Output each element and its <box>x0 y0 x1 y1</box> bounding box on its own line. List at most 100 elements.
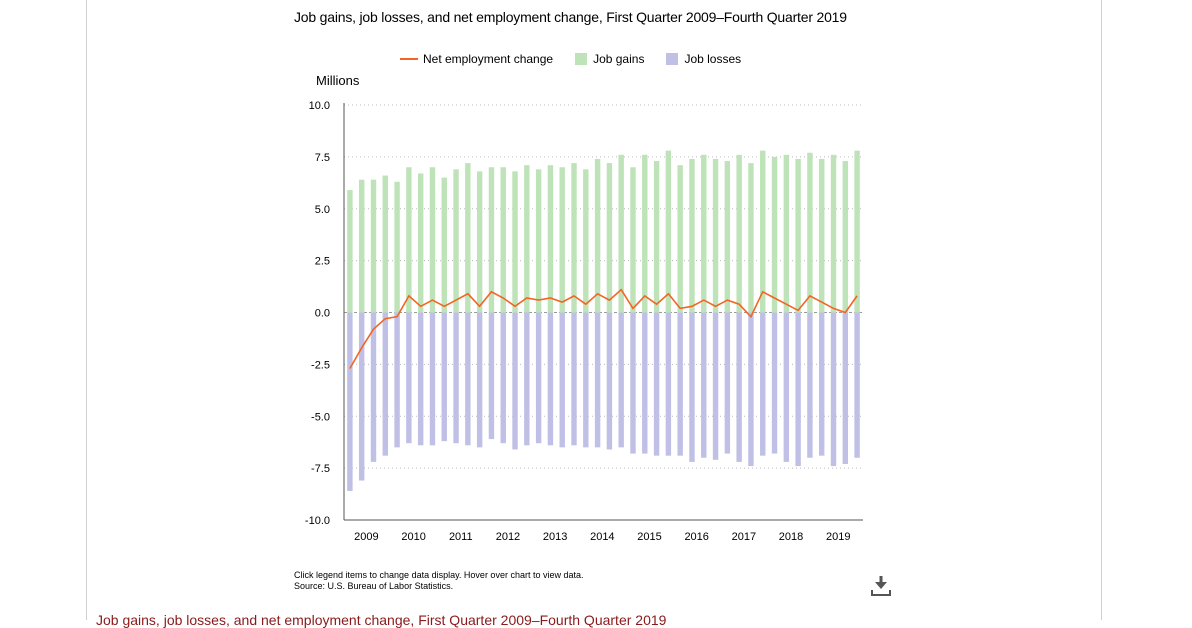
x-tick-label: 2009 <box>354 531 378 543</box>
job-gains-bar <box>370 179 377 313</box>
y-tick-label: -2.5 <box>311 359 330 371</box>
job-gains-bar <box>583 169 589 313</box>
y-tick-label: 10.0 <box>309 100 330 112</box>
job-gains-bar <box>842 161 849 313</box>
right-frame-border <box>1101 0 1102 620</box>
job-gains-bar <box>665 150 672 313</box>
job-losses-bar <box>701 312 707 458</box>
job-losses-bar <box>819 312 825 456</box>
legend-item-job-gains[interactable]: Job gains <box>575 52 644 66</box>
gains-swatch <box>575 53 588 65</box>
job-gains-bar <box>571 163 577 313</box>
job-losses-bar <box>689 312 695 462</box>
job-gains-bar <box>500 167 506 313</box>
job-losses-bar <box>406 312 412 444</box>
job-gains-bar <box>535 169 542 313</box>
job-gains-bar <box>358 179 365 313</box>
x-tick-label: 2017 <box>732 531 756 543</box>
job-gains-bar <box>406 167 412 313</box>
job-losses-bar <box>453 312 459 444</box>
legend-item-net-employment-change[interactable]: Net employment change <box>400 52 553 66</box>
job-gains-bar <box>760 150 766 313</box>
net-line-swatch <box>400 58 418 60</box>
job-gains-bar <box>547 165 554 313</box>
job-gains-bar <box>488 167 495 313</box>
job-gains-bar <box>819 158 825 313</box>
job-gains-bar <box>712 158 719 313</box>
job-gains-bar <box>441 177 447 313</box>
job-losses-bar <box>571 312 577 446</box>
job-gains-bar <box>559 167 565 313</box>
x-tick-label: 2014 <box>590 531 614 543</box>
chart-title: Job gains, job losses, and net employmen… <box>294 9 847 25</box>
job-gains-bar <box>594 158 601 313</box>
job-losses-bar <box>783 312 790 462</box>
y-axis-label: Millions <box>316 73 360 88</box>
job-losses-bar <box>630 312 636 454</box>
chart-legend: Net employment change Job gains Job loss… <box>400 51 763 67</box>
job-losses-bar <box>465 312 471 446</box>
left-frame-border <box>86 0 87 620</box>
job-gains-bar <box>476 171 483 313</box>
job-losses-bar <box>500 312 506 444</box>
job-gains-bar <box>689 158 695 313</box>
job-gains-bar <box>795 158 801 313</box>
job-gains-bar <box>748 163 754 313</box>
job-losses-bar <box>417 312 424 446</box>
job-gains-bar <box>630 167 636 313</box>
x-tick-label: 2015 <box>637 531 661 543</box>
job-gains-bar <box>701 154 707 313</box>
job-gains-bar <box>453 169 459 313</box>
y-tick-label: -5.0 <box>311 411 330 423</box>
job-losses-bar <box>370 312 377 462</box>
legend-label-gains: Job gains <box>593 52 645 66</box>
job-gains-bar <box>854 150 860 313</box>
x-tick-label: 2013 <box>543 531 567 543</box>
job-losses-bar <box>642 312 648 454</box>
job-losses-bar <box>441 312 447 442</box>
section-heading: Job gains, job losses, and net employmen… <box>96 612 667 628</box>
job-gains-bar <box>429 167 436 313</box>
job-losses-bar <box>382 312 388 456</box>
job-gains-bar <box>618 154 624 313</box>
y-tick-label: 5.0 <box>315 204 330 216</box>
job-gains-bar <box>512 171 518 313</box>
x-tick-label: 2016 <box>684 531 708 543</box>
job-gains-bar <box>394 181 400 313</box>
losses-swatch <box>666 53 679 65</box>
job-gains-bar <box>736 154 742 313</box>
job-losses-bar <box>429 312 436 446</box>
job-gains-bar <box>807 152 813 313</box>
job-losses-bar <box>394 312 400 448</box>
y-tick-label: 2.5 <box>315 256 330 268</box>
legend-item-job-losses[interactable]: Job losses <box>666 52 741 66</box>
job-gains-bar <box>382 175 388 313</box>
job-losses-bar <box>547 312 554 446</box>
job-losses-bar <box>748 312 754 467</box>
legend-label-net: Net employment change <box>423 52 554 66</box>
job-gains-bar <box>724 161 731 313</box>
job-gains-bar <box>524 165 530 313</box>
job-gains-bar <box>783 154 790 313</box>
x-tick-label: 2011 <box>449 531 473 543</box>
job-losses-bar <box>559 312 565 448</box>
y-tick-label: 7.5 <box>315 152 330 164</box>
job-gains-bar <box>417 173 424 313</box>
job-losses-bar <box>535 312 542 444</box>
x-tick-label: 2012 <box>496 531 520 543</box>
job-losses-bar <box>795 312 801 467</box>
note-source: Source: U.S. Bureau of Labor Statistics. <box>294 581 454 591</box>
job-gains-bar <box>830 154 837 313</box>
job-losses-bar <box>476 312 483 448</box>
job-losses-bar <box>724 312 731 454</box>
y-tick-label: -10.0 <box>305 515 330 527</box>
job-gains-bar <box>347 190 353 313</box>
x-tick-label: 2019 <box>826 531 850 543</box>
job-losses-bar <box>736 312 742 462</box>
download-icon[interactable] <box>869 573 893 599</box>
job-gains-bar <box>465 163 471 313</box>
chart-plot[interactable]: 10.0 7.5 5.0 2.5 0.0 -2.5 -5.0 -7.5 -10.0 2009 201… <box>290 90 880 550</box>
y-tick-label: -7.5 <box>311 463 330 475</box>
x-tick-label: 2010 <box>401 531 425 543</box>
x-tick-label: 2018 <box>779 531 803 543</box>
